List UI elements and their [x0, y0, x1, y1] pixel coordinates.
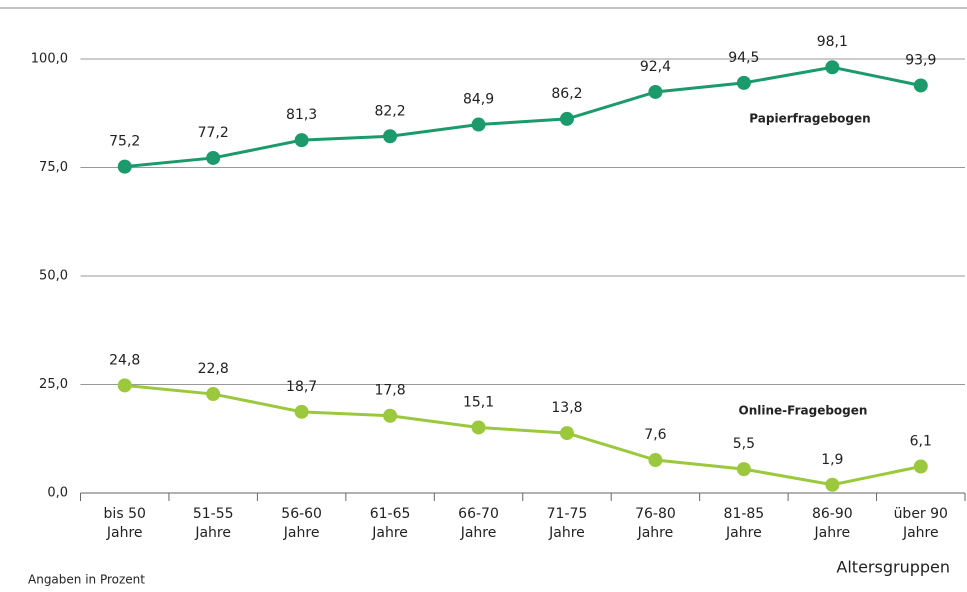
data-label: 81,3	[286, 107, 317, 123]
x-tick-label: Jahre	[548, 525, 585, 541]
data-point	[294, 404, 309, 419]
data-point	[471, 117, 486, 132]
x-tick-label: über 90	[894, 506, 948, 522]
data-point	[471, 420, 486, 435]
y-tick-label: 0,0	[47, 486, 68, 501]
series-line	[124, 383, 922, 487]
data-label: 24,8	[109, 352, 140, 368]
data-point	[206, 387, 221, 402]
series-label: Online-Fragebogen	[739, 404, 868, 418]
data-point	[559, 111, 574, 126]
data-label: 77,2	[198, 125, 229, 141]
data-point	[825, 477, 840, 492]
data-point	[736, 462, 751, 477]
data-label: 94,5	[728, 50, 759, 66]
data-label: 98,1	[817, 34, 848, 50]
y-tick-label: 50,0	[39, 269, 68, 284]
data-point	[117, 159, 132, 174]
data-point	[913, 78, 928, 93]
x-tick-label: Jahre	[194, 525, 231, 541]
x-tick-label: Jahre	[106, 525, 143, 541]
x-tick-label: 61-65	[370, 506, 411, 522]
data-point	[736, 75, 751, 90]
data-label: 22,8	[198, 361, 229, 377]
data-label: 6,1	[910, 434, 932, 450]
x-tick-label: 66-70	[458, 506, 499, 522]
data-point	[206, 150, 221, 165]
x-tick-label: Jahre	[283, 525, 320, 541]
data-label: 13,8	[551, 400, 582, 416]
x-tick-label: 71-75	[547, 506, 588, 522]
x-tick-label: 86-90	[812, 506, 853, 522]
data-label: 86,2	[551, 86, 582, 102]
data-point	[294, 133, 309, 148]
x-tick-label: Jahre	[902, 525, 939, 541]
x-tick-label: Jahre	[725, 525, 762, 541]
x-tick-label: Jahre	[371, 525, 408, 541]
data-point	[117, 378, 132, 393]
x-tick-label: bis 50	[104, 506, 146, 522]
data-label: 82,2	[374, 103, 405, 119]
y-tick-label: 100,0	[31, 52, 68, 67]
y-tick-label: 25,0	[39, 377, 68, 392]
data-point	[913, 459, 928, 474]
x-tick-label: Jahre	[813, 525, 850, 541]
data-label: 18,7	[286, 379, 317, 395]
data-label: 93,9	[905, 52, 936, 68]
data-label: 17,8	[374, 383, 405, 399]
x-tick-label: 81-85	[724, 506, 765, 522]
data-point	[383, 129, 398, 144]
data-label: 92,4	[640, 59, 671, 75]
data-label: 1,9	[821, 452, 843, 468]
x-axis-label: Altersgruppen	[836, 558, 950, 577]
y-tick-label: 75,0	[39, 160, 68, 175]
series-line	[124, 65, 922, 169]
data-point	[383, 408, 398, 423]
data-label: 84,9	[463, 92, 494, 108]
data-point	[559, 426, 574, 441]
data-label: 5,5	[733, 436, 755, 452]
series-label: Papierfragebogen	[749, 112, 870, 126]
x-tick-label: Jahre	[460, 525, 497, 541]
data-point	[648, 453, 663, 468]
data-label: 7,6	[644, 427, 666, 443]
data-point	[825, 60, 840, 75]
data-label: 75,2	[109, 134, 140, 150]
x-tick-label: 56-60	[281, 506, 322, 522]
data-point	[648, 84, 663, 99]
x-tick-label: Jahre	[637, 525, 674, 541]
x-tick-label: 76-80	[635, 506, 676, 522]
x-tick-label: 51-55	[193, 506, 234, 522]
data-label: 15,1	[463, 394, 494, 410]
note: Angaben in Prozent	[28, 573, 145, 587]
